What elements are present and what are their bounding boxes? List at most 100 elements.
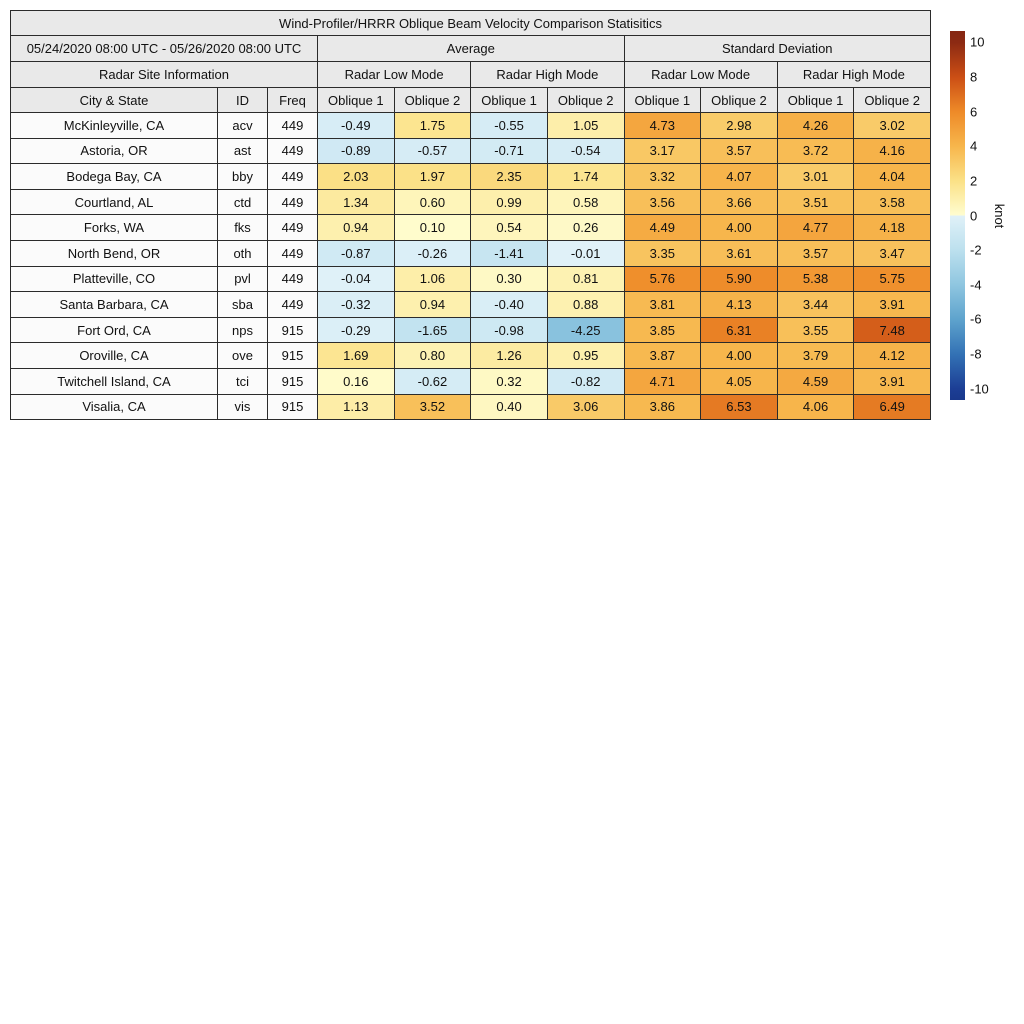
freq-cell: 915 — [267, 342, 318, 369]
oblique2-header: Oblique 2 — [393, 87, 472, 113]
value-cell: 0.88 — [546, 291, 625, 318]
value-cell: -0.87 — [317, 239, 395, 267]
colorbar: knot 10 8 6 4 2 0 -2 -4 -6 -8 -10 — [950, 31, 1024, 400]
value-cell: 4.00 — [700, 214, 778, 241]
oblique2-header: Oblique 2 — [700, 87, 778, 113]
value-cell: 4.49 — [623, 214, 702, 241]
value-cell: 0.40 — [470, 393, 548, 421]
value-cell: 4.05 — [700, 367, 778, 395]
value-cell: 2.98 — [700, 112, 778, 139]
oblique1-header: Oblique 1 — [776, 87, 855, 113]
value-cell: 0.16 — [317, 367, 395, 395]
mode-header-row: Radar Site Information Radar Low Mode Ra… — [10, 61, 932, 88]
city-cell: Bodega Bay, CA — [10, 163, 218, 190]
value-cell: 3.06 — [546, 393, 625, 421]
value-cell: 3.56 — [623, 188, 702, 216]
site-info-header: Radar Site Information — [10, 61, 318, 88]
value-cell: 3.44 — [776, 291, 855, 318]
city-cell: Fort Ord, CA — [10, 316, 218, 344]
colorbar-tick-label: -8 — [970, 346, 982, 362]
value-cell: -0.01 — [546, 239, 625, 267]
value-cell: 2.35 — [470, 163, 548, 190]
freq-cell: 449 — [267, 137, 318, 165]
value-cell: 0.80 — [393, 342, 472, 369]
table-row: Twitchell Island, CA tci 915 0.16 -0.62 0.32-… — [10, 367, 931, 395]
value-cell: 3.86 — [623, 393, 702, 421]
freq-cell: 449 — [267, 163, 318, 190]
value-cell: 3.17 — [623, 137, 702, 165]
group-header-row: 05/24/2020 08:00 UTC - 05/26/2020 08:00 … — [10, 35, 931, 62]
value-cell: 4.04 — [853, 163, 931, 190]
value-cell: 1.74 — [546, 163, 625, 190]
table-row: McKinleyville, CA acv 449 -0.49 1.75 -0.55 1.0… — [10, 112, 931, 139]
value-cell: 3.02 — [853, 112, 931, 139]
colorbar-tick-label: -2 — [970, 242, 982, 258]
value-cell: -0.98 — [470, 316, 548, 344]
avg-low-mode-header: Radar Low Mode — [316, 61, 472, 88]
table-body: McKinleyville, CA acv 449 -0.49 1.75 -0.55 1.0… — [10, 112, 931, 421]
oblique1-header: Oblique 1 — [317, 87, 395, 113]
value-cell: 1.69 — [317, 342, 395, 369]
value-cell: 3.61 — [700, 239, 778, 267]
value-cell: 3.58 — [853, 188, 931, 216]
avg-high-mode-header: Radar High Mode — [470, 61, 625, 88]
table-row: Forks, WA fks 449 0.94 0.10 0.54 0.26 4.49 4.00 4… — [10, 214, 931, 241]
value-cell: -0.54 — [546, 137, 625, 165]
city-cell: North Bend, OR — [10, 239, 218, 267]
value-cell: 4.07 — [700, 163, 778, 190]
freq-cell: 915 — [267, 316, 318, 344]
value-cell: 3.72 — [776, 137, 855, 165]
city-state-header: City & State — [10, 87, 218, 113]
value-cell: 0.95 — [546, 342, 625, 369]
value-cell: 5.76 — [623, 265, 702, 293]
oblique1-header: Oblique 1 — [470, 87, 548, 113]
value-cell: 1.05 — [546, 112, 625, 139]
value-cell: 3.52 — [393, 393, 472, 421]
value-cell: 3.85 — [623, 316, 702, 344]
city-cell: Oroville, CA — [10, 342, 218, 369]
value-cell: 2.03 — [317, 163, 395, 190]
city-cell: Twitchell Island, CA — [10, 367, 218, 395]
id-cell: ove — [217, 342, 268, 369]
city-cell: Forks, WA — [10, 214, 218, 241]
value-cell: 5.75 — [853, 265, 931, 293]
table-row: North Bend, OR oth 449 -0.87 -0.26 -1.41 -0.01… — [10, 239, 931, 267]
id-cell: sba — [217, 291, 268, 318]
value-cell: 0.99 — [470, 188, 548, 216]
value-cell: -0.29 — [317, 316, 395, 344]
value-cell: 3.57 — [700, 137, 778, 165]
colorbar-tick-label: 4 — [970, 138, 978, 154]
std-high-mode-header: Radar High Mode — [776, 61, 932, 88]
city-cell: Platteville, CO — [10, 265, 218, 293]
freq-cell: 449 — [267, 112, 318, 139]
value-cell: -0.89 — [317, 137, 395, 165]
table-row: Platteville, CO pvl 449 -0.04 1.06 0.30 0.81 5.… — [10, 265, 931, 293]
value-cell: 3.79 — [776, 342, 855, 369]
city-cell: Visalia, CA — [10, 393, 218, 421]
freq-cell: 915 — [267, 393, 318, 421]
colorbar-tick-label: 10 — [970, 34, 985, 50]
value-cell: 0.81 — [546, 265, 625, 293]
value-cell: 1.75 — [393, 112, 472, 139]
value-cell: 5.38 — [776, 265, 855, 293]
freq-cell: 449 — [267, 239, 318, 267]
value-cell: 3.57 — [776, 239, 855, 267]
value-cell: 1.26 — [470, 342, 548, 369]
value-cell: -1.41 — [470, 239, 548, 267]
value-cell: -0.40 — [470, 291, 548, 318]
table-row: Bodega Bay, CA bby 449 2.03 1.97 2.35 1.74 3.32… — [10, 163, 931, 190]
group-header-average: Average — [317, 35, 625, 62]
value-cell: 4.16 — [853, 137, 931, 165]
value-cell: 3.32 — [623, 163, 702, 190]
value-cell: 3.01 — [776, 163, 855, 190]
id-cell: vis — [217, 393, 268, 421]
value-cell: 1.97 — [393, 163, 472, 190]
id-cell: pvl — [217, 265, 268, 293]
id-cell: fks — [217, 214, 268, 241]
id-cell: ctd — [217, 188, 268, 216]
value-cell: -0.71 — [470, 137, 548, 165]
value-cell: 4.13 — [700, 291, 778, 318]
oblique2-header: Oblique 2 — [853, 87, 931, 113]
value-cell: 4.59 — [776, 367, 855, 395]
